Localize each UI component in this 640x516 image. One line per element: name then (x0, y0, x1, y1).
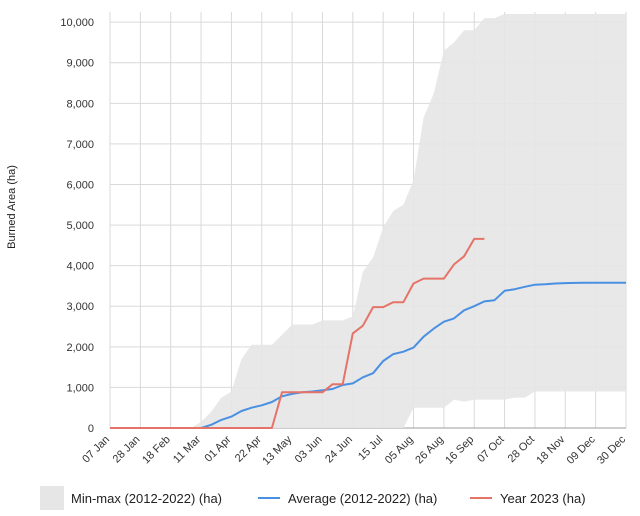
x-tick-label: 22 Apr (233, 433, 264, 464)
y-tick-label: 6,000 (66, 179, 94, 191)
y-axis-ticks: 0 1,000 2,000 3,000 4,000 5,000 6,000 7,000 8,00… (60, 17, 94, 435)
legend-label: Year 2023 (ha) (500, 491, 586, 506)
x-tick-label: 13 May (260, 433, 294, 467)
x-tick-label: 03 Jun (293, 434, 325, 466)
y-tick-label: 1,000 (66, 382, 94, 394)
y-tick-label: 8,000 (66, 98, 94, 110)
year-2023-line (110, 237, 485, 429)
y-tick-label: 5,000 (66, 220, 94, 232)
y-axis-title: Burned Area (ha) (6, 165, 18, 249)
x-tick-label: 24 Jun (323, 434, 355, 466)
legend-item-average[interactable]: Average (2012-2022) (ha) (258, 491, 437, 506)
y-tick-label: 2,000 (66, 342, 94, 354)
x-tick-label: 16 Sep (443, 434, 476, 467)
legend-item-year-2023[interactable]: Year 2023 (ha) (470, 491, 586, 506)
legend-label: Min-max (2012-2022) (ha) (71, 491, 222, 506)
y-tick-label: 9,000 (66, 58, 94, 70)
y-tick-label: 7,000 (66, 139, 94, 151)
x-tick-label: 18 Feb (140, 434, 173, 467)
x-tick-label: 26 Aug (413, 434, 446, 467)
x-tick-label: 11 Mar (171, 433, 203, 465)
legend: Min-max (2012-2022) (ha) Average (2012-20… (40, 486, 586, 510)
x-tick-label: 15 Jul (356, 434, 385, 463)
minmax-band (110, 14, 626, 428)
minmax-band-layer (110, 14, 626, 428)
x-tick-label: 05 Aug (383, 434, 416, 467)
y-tick-label: 0 (88, 423, 94, 435)
x-tick-label: 28 Oct (506, 434, 537, 465)
legend-item-minmax[interactable]: Min-max (2012-2022) (ha) (40, 486, 222, 510)
series-lines-layer (110, 237, 626, 429)
legend-swatch-band (40, 486, 64, 510)
legend-label: Average (2012-2022) (ha) (288, 491, 437, 506)
x-tick-label: 28 Jan (111, 434, 143, 466)
x-tick-label: 09 Dec (565, 433, 598, 466)
y-tick-label: 10,000 (60, 17, 94, 29)
x-tick-label: 18 Nov (534, 433, 567, 466)
x-tick-label: 30 Dec (595, 433, 628, 466)
x-tick-label: 01 Apr (203, 433, 234, 464)
x-tick-label: 07 Jan (80, 434, 112, 466)
x-tick-label: 07 Oct (475, 434, 506, 465)
y-tick-label: 3,000 (66, 301, 94, 313)
y-tick-label: 4,000 (66, 261, 94, 273)
